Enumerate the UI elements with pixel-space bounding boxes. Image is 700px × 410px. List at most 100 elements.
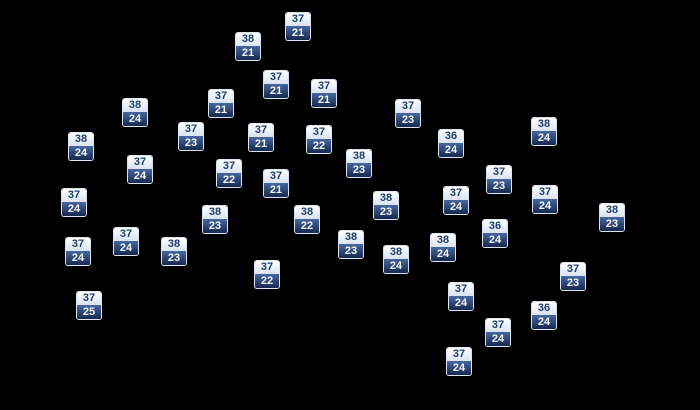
low-temp-value: 24 — [431, 247, 455, 261]
temp-badge[interactable]: 37 21 — [264, 170, 288, 197]
high-temp-value: 38 — [162, 238, 186, 251]
temp-badge[interactable]: 38 24 — [431, 234, 455, 261]
temp-badge[interactable]: 38 24 — [384, 246, 408, 273]
temp-badge[interactable]: 37 21 — [286, 13, 310, 40]
temp-badge[interactable]: 38 24 — [532, 118, 556, 145]
high-temp-value: 38 — [384, 246, 408, 259]
low-temp-value: 24 — [532, 315, 556, 329]
temp-badge[interactable]: 37 24 — [128, 156, 152, 183]
low-temp-value: 23 — [561, 276, 585, 290]
temp-badge[interactable]: 37 21 — [264, 71, 288, 98]
low-temp-value: 25 — [77, 305, 101, 319]
high-temp-value: 37 — [449, 283, 473, 296]
temp-badge[interactable]: 37 22 — [255, 261, 279, 288]
temp-badge[interactable]: 37 24 — [449, 283, 473, 310]
low-temp-value: 24 — [532, 131, 556, 145]
temp-badge[interactable]: 38 23 — [347, 150, 371, 177]
high-temp-value: 38 — [295, 206, 319, 219]
temp-badge[interactable]: 38 24 — [69, 133, 93, 160]
high-temp-value: 36 — [532, 302, 556, 315]
high-temp-value: 37 — [114, 228, 138, 241]
temp-badge[interactable]: 37 22 — [217, 160, 241, 187]
temp-badge[interactable]: 37 21 — [312, 80, 336, 107]
temp-badge[interactable]: 37 23 — [396, 100, 420, 127]
temp-badge[interactable]: 38 23 — [203, 206, 227, 233]
temp-badge[interactable]: 38 23 — [339, 231, 363, 258]
low-temp-value: 24 — [114, 241, 138, 255]
low-temp-value: 23 — [179, 136, 203, 150]
temp-badge[interactable]: 37 24 — [444, 187, 468, 214]
high-temp-value: 37 — [444, 187, 468, 200]
temp-badge[interactable]: 38 21 — [236, 33, 260, 60]
temp-badge[interactable]: 38 24 — [123, 99, 147, 126]
temp-badge[interactable]: 37 24 — [66, 238, 90, 265]
temp-badge[interactable]: 37 22 — [307, 126, 331, 153]
high-temp-value: 37 — [66, 238, 90, 251]
temp-badge[interactable]: 37 23 — [487, 166, 511, 193]
low-temp-value: 21 — [312, 93, 336, 107]
low-temp-value: 23 — [203, 219, 227, 233]
low-temp-value: 24 — [69, 146, 93, 160]
temp-badge[interactable]: 37 24 — [114, 228, 138, 255]
temp-badge[interactable]: 37 21 — [209, 90, 233, 117]
low-temp-value: 22 — [217, 173, 241, 187]
high-temp-value: 37 — [128, 156, 152, 169]
high-temp-value: 38 — [347, 150, 371, 163]
high-temp-value: 37 — [307, 126, 331, 139]
high-temp-value: 38 — [339, 231, 363, 244]
high-temp-value: 37 — [396, 100, 420, 113]
high-temp-value: 37 — [179, 123, 203, 136]
high-temp-value: 37 — [561, 263, 585, 276]
temp-badge[interactable]: 38 23 — [374, 192, 398, 219]
low-temp-value: 23 — [396, 113, 420, 127]
high-temp-value: 37 — [487, 166, 511, 179]
low-temp-value: 23 — [347, 163, 371, 177]
low-temp-value: 23 — [162, 251, 186, 265]
temp-badge[interactable]: 37 24 — [533, 186, 557, 213]
low-temp-value: 21 — [209, 103, 233, 117]
low-temp-value: 24 — [449, 296, 473, 310]
high-temp-value: 37 — [264, 170, 288, 183]
high-temp-value: 37 — [447, 348, 471, 361]
temp-badge[interactable]: 38 23 — [162, 238, 186, 265]
temp-badge[interactable]: 36 24 — [532, 302, 556, 329]
high-temp-value: 37 — [62, 189, 86, 202]
low-temp-value: 24 — [447, 361, 471, 375]
high-temp-value: 37 — [286, 13, 310, 26]
high-temp-value: 38 — [532, 118, 556, 131]
high-temp-value: 36 — [439, 130, 463, 143]
low-temp-value: 23 — [600, 217, 624, 231]
low-temp-value: 24 — [444, 200, 468, 214]
low-temp-value: 22 — [307, 139, 331, 153]
high-temp-value: 37 — [209, 90, 233, 103]
low-temp-value: 21 — [249, 137, 273, 151]
temp-badge[interactable]: 37 24 — [486, 319, 510, 346]
high-temp-value: 37 — [533, 186, 557, 199]
high-temp-value: 38 — [203, 206, 227, 219]
low-temp-value: 21 — [264, 183, 288, 197]
high-temp-value: 38 — [431, 234, 455, 247]
low-temp-value: 22 — [295, 219, 319, 233]
high-temp-value: 38 — [123, 99, 147, 112]
temp-badge[interactable]: 37 25 — [77, 292, 101, 319]
temp-badge[interactable]: 37 24 — [62, 189, 86, 216]
low-temp-value: 24 — [384, 259, 408, 273]
temp-badge[interactable]: 38 23 — [600, 204, 624, 231]
high-temp-value: 37 — [255, 261, 279, 274]
temp-badge[interactable]: 38 22 — [295, 206, 319, 233]
temp-badge[interactable]: 36 24 — [483, 220, 507, 247]
temp-badge[interactable]: 37 21 — [249, 124, 273, 151]
temp-badge[interactable]: 37 23 — [179, 123, 203, 150]
high-temp-value: 37 — [264, 71, 288, 84]
low-temp-value: 24 — [128, 169, 152, 183]
low-temp-value: 24 — [66, 251, 90, 265]
low-temp-value: 21 — [264, 84, 288, 98]
temp-badge[interactable]: 36 24 — [439, 130, 463, 157]
high-temp-value: 37 — [77, 292, 101, 305]
low-temp-value: 24 — [123, 112, 147, 126]
temp-badge[interactable]: 37 24 — [447, 348, 471, 375]
low-temp-value: 23 — [374, 205, 398, 219]
high-temp-value: 37 — [217, 160, 241, 173]
temp-badge[interactable]: 37 23 — [561, 263, 585, 290]
